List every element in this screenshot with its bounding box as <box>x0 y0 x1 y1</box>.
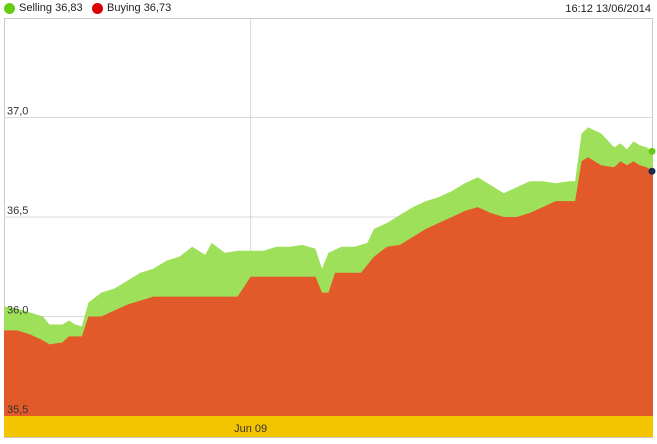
y-tick-label: 35,5 <box>7 404 28 416</box>
y-tick-label: 36,0 <box>7 305 28 317</box>
y-tick-label: 36,5 <box>7 205 28 217</box>
axis-labels: 35,5 36,0 36,5 37,0 Jun 09 <box>7 106 267 436</box>
series-areas <box>4 127 653 417</box>
selling-dot-icon <box>4 2 15 14</box>
legend: Selling 36,83 Buying 36,73 16:12 13/06/2… <box>0 0 657 18</box>
x-tick-label: Jun 09 <box>234 423 267 435</box>
buying-label: Buying 36,73 <box>107 2 172 14</box>
legend-item-buying[interactable]: Buying 36,73 <box>92 2 171 14</box>
series-area-buying <box>4 157 653 417</box>
timestamp: 16:12 13/06/2014 <box>565 3 651 15</box>
buying-dot-icon <box>92 2 103 14</box>
buying-end-marker <box>648 167 656 175</box>
selling-label: Selling 36,83 <box>19 2 83 14</box>
end-markers <box>648 147 656 175</box>
x-axis-band <box>4 416 653 437</box>
y-tick-label: 37,0 <box>7 106 28 118</box>
legend-item-selling[interactable]: Selling 36,83 <box>4 2 83 14</box>
selling-end-marker <box>648 147 656 155</box>
